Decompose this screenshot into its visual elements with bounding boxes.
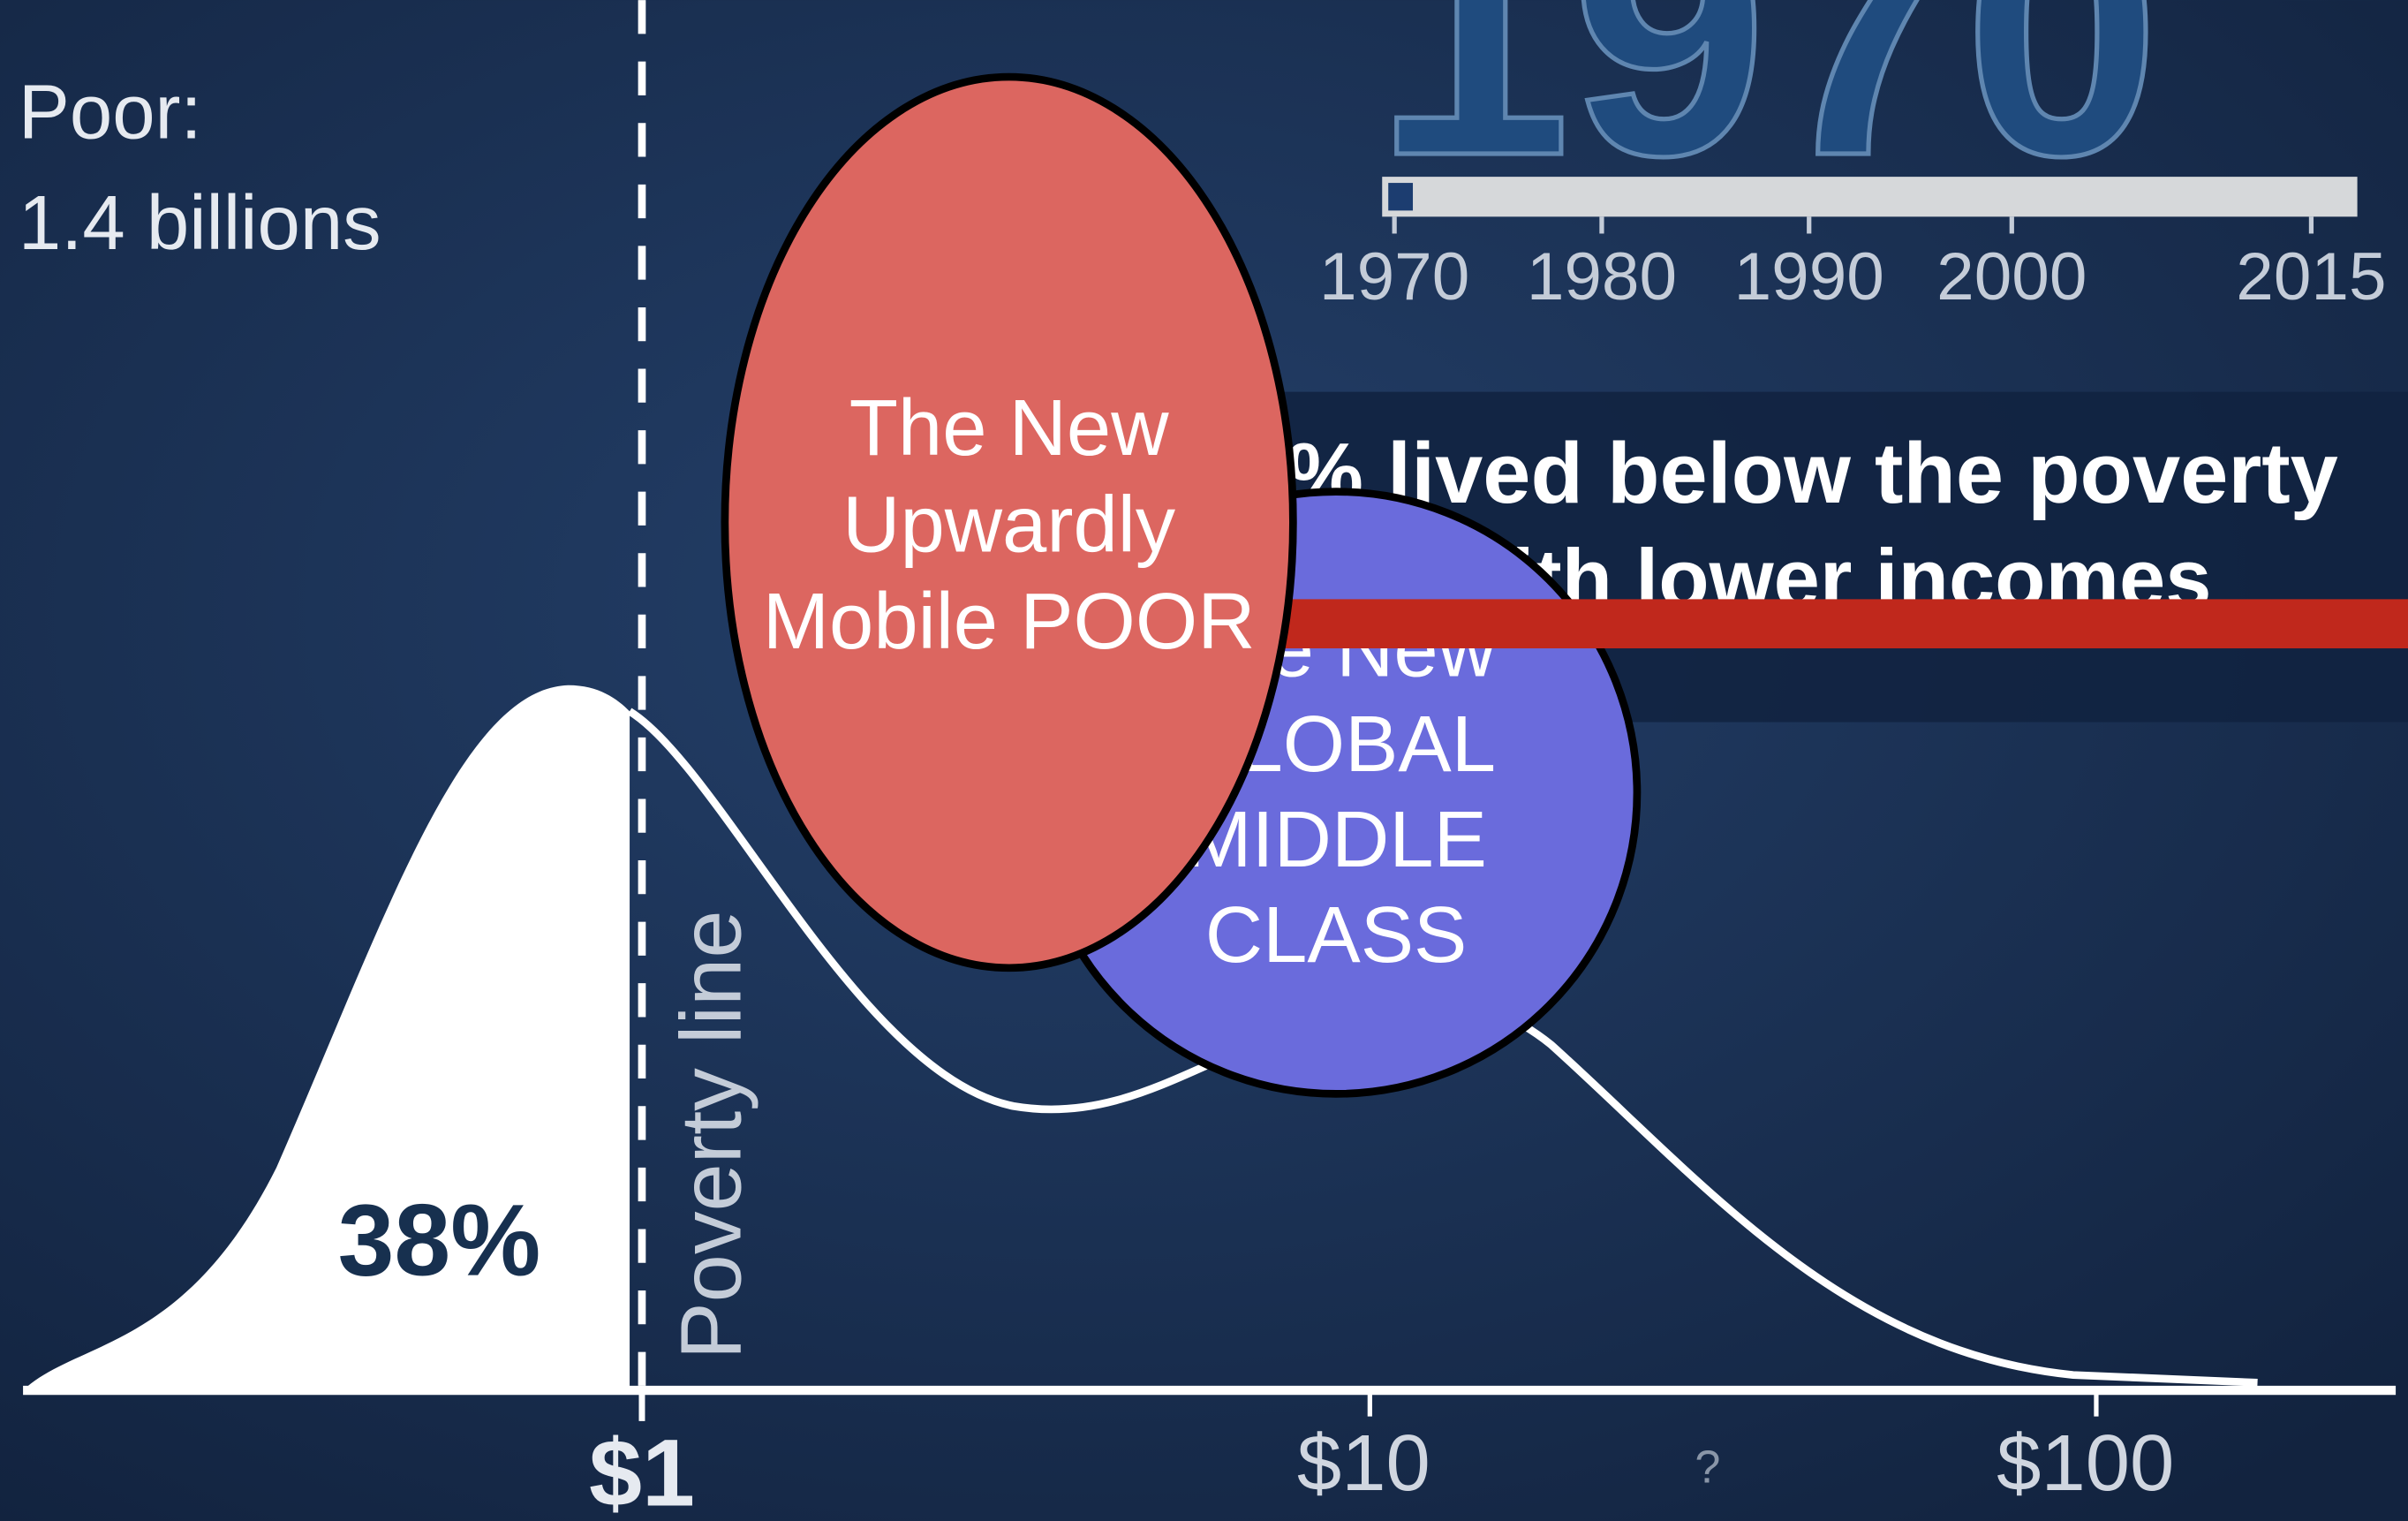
axis-label: ? [1695, 1442, 1720, 1493]
timeline-label: 2015 [2236, 239, 2386, 314]
poor-label: Poor: [19, 70, 202, 155]
timeline-label: 2000 [1936, 239, 2087, 314]
timeline-label: 1970 [1319, 239, 1469, 314]
bubble-text: Upwardly [842, 480, 1176, 569]
poor-area [23, 685, 630, 1391]
bubble-shape [721, 72, 1297, 972]
caption-line: % lived below the poverty [1287, 425, 2337, 521]
bubble-text: MIDDLE [1185, 795, 1487, 884]
bubble-text: CLASS [1205, 890, 1468, 980]
poor-count: 1.4 billions [19, 180, 381, 266]
axis-label: $10 [1297, 1419, 1430, 1508]
poverty-line-label: Poverty line [662, 911, 759, 1360]
bubble-text: The New [849, 383, 1170, 473]
axis-label: $100 [1997, 1419, 2174, 1508]
timeline-label: 1980 [1527, 239, 1677, 314]
bubble-text: Mobile POOR [763, 577, 1256, 666]
share-label: 38% [338, 1184, 541, 1298]
red-bar [1259, 599, 2408, 649]
timeline-label: 1990 [1734, 239, 1884, 314]
timeline-track [1382, 177, 2358, 217]
axis-label: $1 [589, 1419, 695, 1521]
timeline-marker [1388, 183, 1414, 211]
